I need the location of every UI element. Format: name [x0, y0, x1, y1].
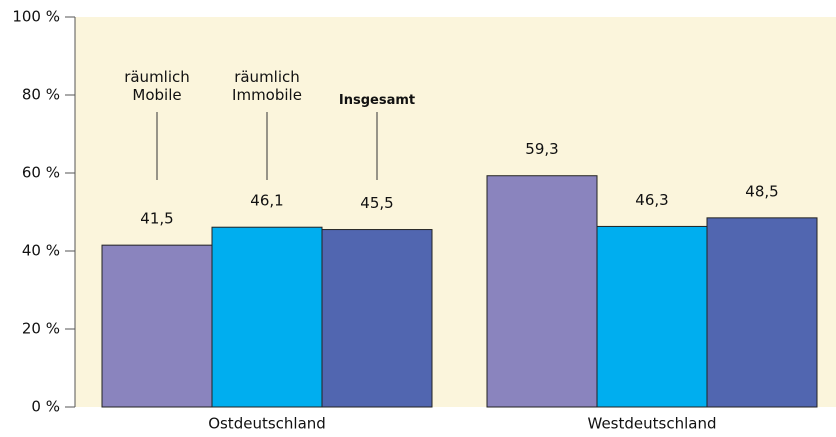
x-tick-label: Ostdeutschland — [208, 415, 326, 433]
value-label: 48,5 — [745, 182, 778, 200]
bar — [211, 226, 323, 408]
value-label: 41,5 — [140, 210, 173, 228]
x-tick-label: Westdeutschland — [588, 415, 717, 433]
legend-label: räumlich Immobile — [232, 68, 302, 104]
value-label: 59,3 — [525, 140, 558, 158]
value-label: 45,5 — [360, 194, 393, 212]
bar — [321, 229, 433, 408]
legend-label: räumlich Mobile — [124, 68, 190, 104]
y-tick-label: 20 % — [22, 320, 60, 338]
bar — [706, 217, 818, 408]
y-tick-label: 80 % — [22, 86, 60, 104]
y-tick-label: 0 % — [31, 398, 60, 416]
y-tick-label: 100 % — [12, 8, 60, 26]
bar — [486, 175, 598, 408]
value-label: 46,3 — [635, 191, 668, 209]
bar — [596, 225, 708, 408]
value-label: 46,1 — [250, 192, 283, 210]
bar — [101, 244, 213, 408]
y-tick-label: 40 % — [22, 242, 60, 260]
legend-label: Insgesamt — [338, 93, 416, 108]
y-tick-label: 60 % — [22, 164, 60, 182]
